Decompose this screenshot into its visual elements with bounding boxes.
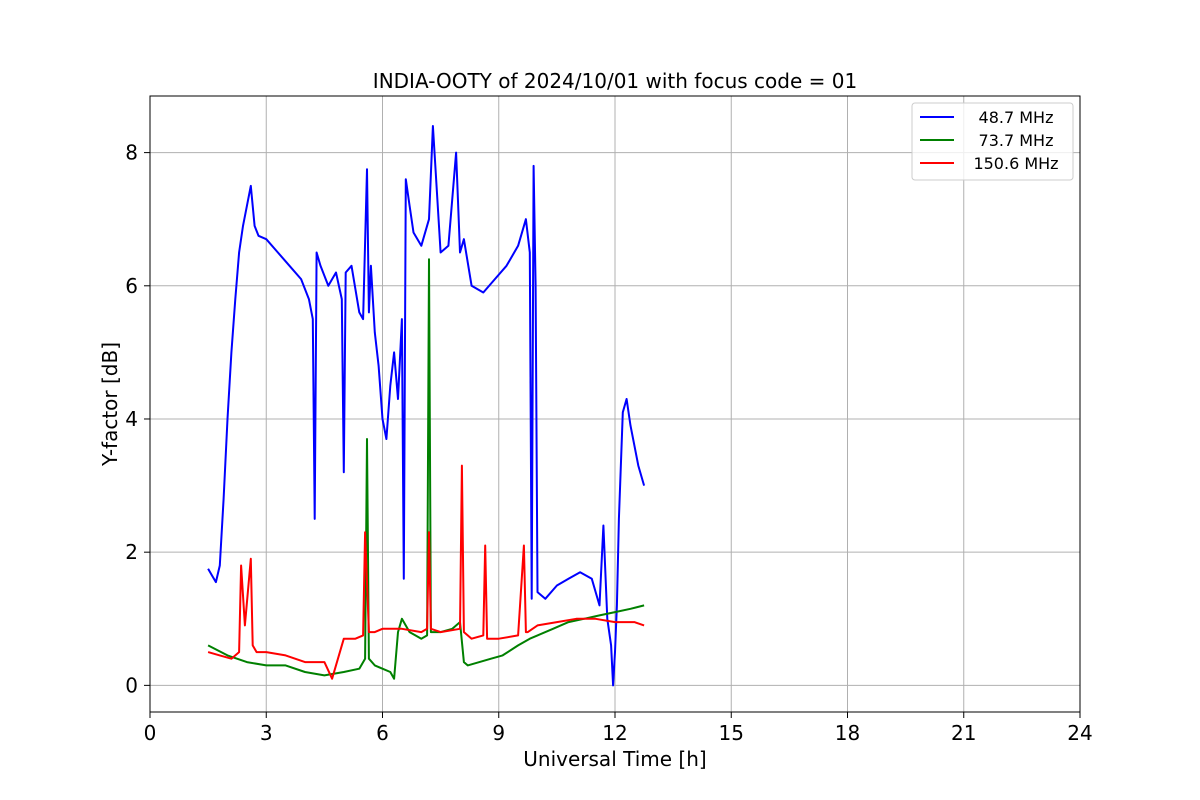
legend-label-48-7-mhz: 48.7 MHz: [979, 108, 1054, 127]
x-tick-label: 9: [492, 721, 505, 745]
x-tick-label: 24: [1067, 721, 1092, 745]
legend-label-73-7-mhz: 73.7 MHz: [979, 131, 1054, 150]
y-axis-label: Y-factor [dB]: [98, 342, 122, 467]
legend-label-150-6-mhz: 150.6 MHz: [973, 154, 1058, 173]
x-axis-label: Universal Time [h]: [523, 747, 706, 771]
y-tick-label: 8: [125, 141, 138, 165]
legend-box: [911, 102, 1074, 181]
x-tick-label: 3: [260, 721, 273, 745]
x-tick-label: 6: [376, 721, 389, 745]
x-tick-label: 15: [719, 721, 744, 745]
legend: 48.7 MHz 73.7 MHz 150.6 MHz: [911, 102, 1074, 181]
y-tick-label: 4: [125, 407, 138, 431]
x-tick-label: 18: [835, 721, 860, 745]
x-tick-label: 21: [951, 721, 976, 745]
series-lines: [207, 125, 646, 687]
x-tick-label: 12: [602, 721, 627, 745]
series-line-150-6-mhz: [207, 464, 645, 680]
chart-title: INDIA-OOTY of 2024/10/01 with focus code…: [373, 69, 857, 93]
y-tick-label: 2: [125, 540, 138, 564]
series-line-48-7-mhz: [207, 125, 646, 687]
x-tick-label: 0: [144, 721, 157, 745]
y-tick-label: 6: [125, 274, 138, 298]
series-line-73-7-mhz: [207, 258, 645, 680]
y-tick-label: 0: [125, 673, 138, 697]
